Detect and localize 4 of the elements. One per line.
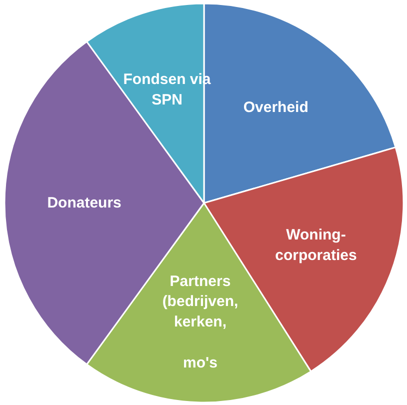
slice-label: Donateurs bbox=[47, 194, 122, 212]
category-label: Partners (bedrijven, kerken, mo's bbox=[162, 272, 238, 372]
slice-label: Woning- corporaties bbox=[275, 226, 357, 264]
slice-label: Overheid bbox=[243, 99, 308, 116]
